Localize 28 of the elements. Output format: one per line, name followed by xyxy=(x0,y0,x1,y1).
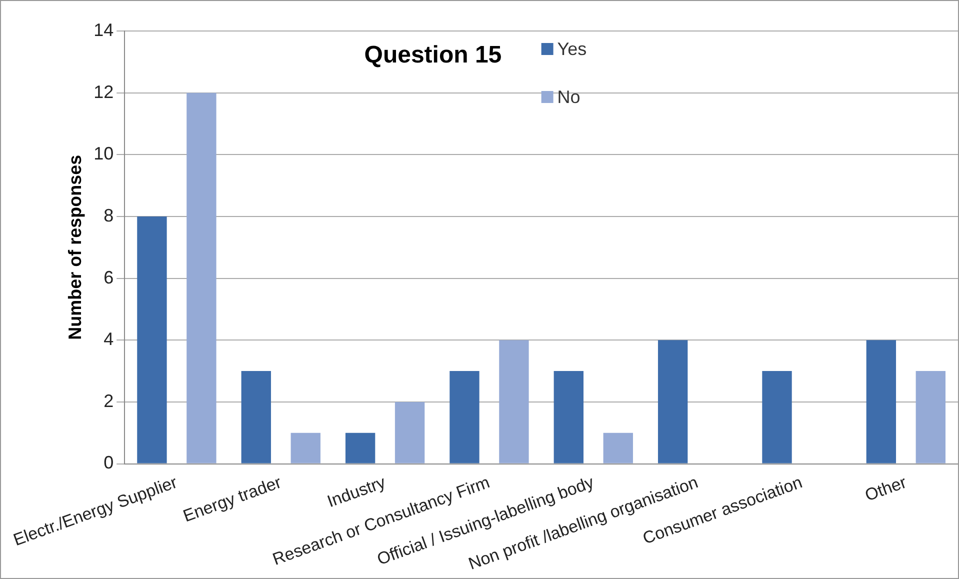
y-axis-title: Number of responses xyxy=(64,154,85,340)
bar xyxy=(916,371,946,464)
bar xyxy=(554,371,584,464)
x-tick-label: Energy trader xyxy=(180,472,284,526)
y-tick-label: 8 xyxy=(104,205,114,226)
bar xyxy=(762,371,792,464)
x-tick-label: Other xyxy=(862,472,910,506)
bar xyxy=(450,371,480,464)
bar xyxy=(866,340,896,464)
legend-label: No xyxy=(557,86,580,107)
y-tick-label: 0 xyxy=(104,452,114,473)
y-tick-label: 14 xyxy=(94,20,114,40)
y-tick-label: 6 xyxy=(104,267,114,288)
text: Question 15 xyxy=(364,42,502,69)
y-tick-label: 2 xyxy=(104,390,114,411)
bar xyxy=(290,432,320,464)
bar xyxy=(345,432,376,464)
bar xyxy=(603,432,633,464)
y-tick-label: 4 xyxy=(104,329,114,350)
bar xyxy=(394,402,425,464)
y-tick-label: 12 xyxy=(94,82,114,102)
bar xyxy=(241,371,271,464)
bar xyxy=(499,340,529,464)
bar xyxy=(137,216,167,464)
bar xyxy=(658,340,688,464)
legend-label: Yes xyxy=(557,38,587,59)
bar xyxy=(186,92,216,464)
y-tick-label: 10 xyxy=(94,144,114,164)
